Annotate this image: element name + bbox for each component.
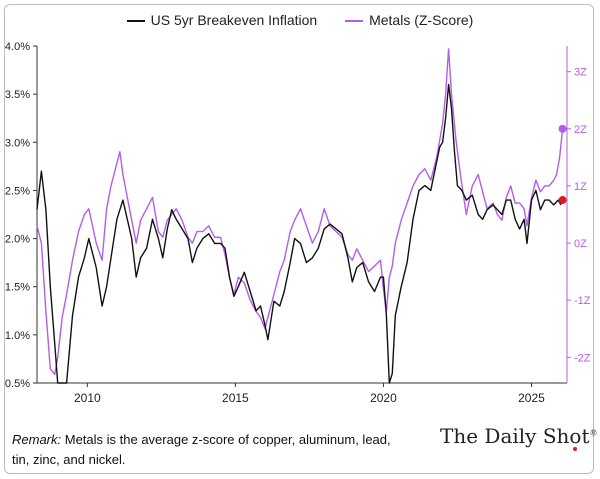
y-right-tick-label: -1Z bbox=[574, 295, 591, 307]
daily-shot-logo: The Daily Shot® bbox=[440, 424, 598, 451]
remark-label: Remark: bbox=[12, 432, 62, 447]
y-left-tick-label: 0.5% bbox=[5, 378, 30, 390]
y-left-tick-label: 2.5% bbox=[5, 185, 30, 197]
logo-red-dot bbox=[573, 447, 577, 451]
series-layer bbox=[36, 48, 564, 384]
logo-text: The Daily Shot bbox=[440, 424, 590, 448]
y-right-tick-label: 0Z bbox=[574, 238, 587, 250]
remark-text: Metals is the average z-score of copper,… bbox=[12, 432, 391, 467]
x-tick-label: 2015 bbox=[222, 391, 249, 405]
y-right-tick-label: -2Z bbox=[574, 352, 591, 364]
y-right-tick-label: 3Z bbox=[574, 67, 587, 79]
legend-label-metals: Metals (Z-Score) bbox=[369, 12, 474, 28]
y-left-tick-label: 1.0% bbox=[5, 330, 30, 342]
chart-legend: US 5yr Breakeven Inflation Metals (Z-Sco… bbox=[0, 12, 600, 28]
x-tick-label: 2025 bbox=[518, 391, 545, 405]
x-tick-label: 2010 bbox=[74, 391, 101, 405]
y-left-tick-label: 3.5% bbox=[5, 89, 30, 101]
end-marker-breakeven bbox=[558, 196, 567, 205]
end-marker-metals bbox=[558, 124, 567, 133]
legend-item-metals: Metals (Z-Score) bbox=[345, 12, 473, 28]
marker-layer bbox=[558, 124, 567, 205]
legend-item-breakeven: US 5yr Breakeven Inflation bbox=[126, 12, 318, 28]
legend-label-breakeven: US 5yr Breakeven Inflation bbox=[150, 12, 318, 28]
series-line-breakeven bbox=[36, 83, 562, 384]
y-left-tick-label: 1.5% bbox=[5, 282, 30, 294]
chart-frame bbox=[4, 4, 594, 474]
x-tick-label: 2020 bbox=[370, 391, 397, 405]
axes-layer: 2010 2015 2020 2025 0.5% 1.0% 1.5% 2.0% 2.5% 3.0%… bbox=[5, 41, 591, 405]
legend-swatch-breakeven bbox=[126, 20, 145, 23]
legend-swatch-metals bbox=[345, 20, 364, 23]
y-right-tick-label: 2Z bbox=[574, 124, 587, 136]
y-left-tick-label: 2.0% bbox=[5, 234, 30, 246]
series-line-metals bbox=[36, 48, 564, 376]
logo-registered-mark: ® bbox=[589, 428, 598, 438]
y-right-tick-label: 1Z bbox=[574, 181, 587, 193]
remark-note: Remark: Metals is the average z-score of… bbox=[12, 430, 392, 470]
y-left-tick-label: 4.0% bbox=[5, 41, 30, 53]
y-left-tick-label: 3.0% bbox=[5, 137, 30, 149]
